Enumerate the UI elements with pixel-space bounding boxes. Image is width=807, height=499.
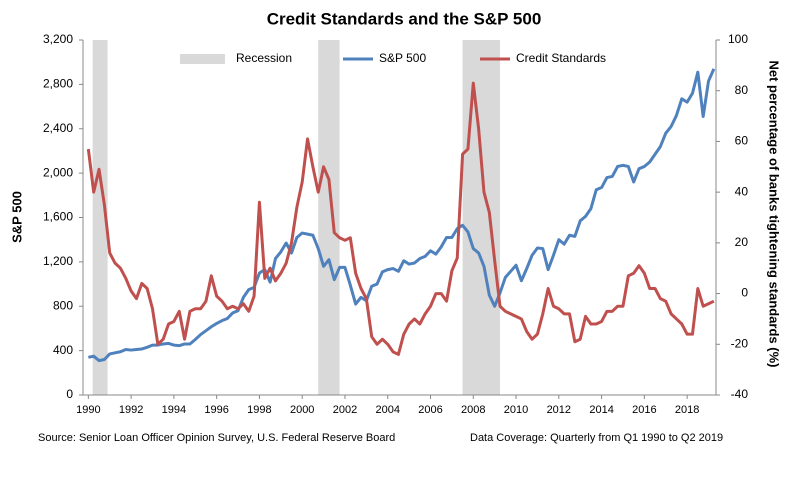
y2-tick-label: 60 — [735, 134, 749, 148]
coverage-note: Data Coverage: Quarterly from Q1 1990 to… — [470, 432, 723, 444]
y-axis-title: S&P 500 — [9, 191, 24, 243]
chart-title: Credit Standards and the S&P 500 — [267, 9, 542, 28]
y-tick-label: 2,000 — [43, 165, 73, 179]
recession-band — [318, 40, 340, 395]
source-note: Source: Senior Loan Officer Opinion Surv… — [38, 432, 395, 444]
series-line — [88, 68, 716, 363]
legend-label: S&P 500 — [379, 51, 426, 65]
legend-label: Recession — [236, 51, 292, 65]
y-tick-label: 2,800 — [43, 77, 73, 91]
x-tick-label: 1994 — [162, 404, 186, 416]
y2-tick-label: -40 — [731, 387, 749, 401]
legend-label: Credit Standards — [516, 51, 606, 65]
recession-band — [92, 40, 108, 395]
y-tick-label: 800 — [53, 298, 73, 312]
series-line — [86, 81, 715, 356]
x-tick-label: 2006 — [418, 404, 442, 416]
y2-axis-title: Net percentage of banks tightening stand… — [767, 61, 782, 368]
y-tick-label: 1,600 — [43, 210, 73, 224]
x-tick-label: 1990 — [76, 404, 100, 416]
y2-tick-label: 20 — [735, 235, 749, 249]
y-tick-label: 400 — [53, 343, 73, 357]
legend-swatch — [180, 54, 225, 64]
x-tick-label: 2018 — [675, 404, 699, 416]
x-tick-label: 2010 — [504, 404, 528, 416]
x-tick-label: 2000 — [290, 404, 314, 416]
x-tick-label: 2016 — [632, 404, 656, 416]
y-tick-label: 2,400 — [43, 121, 73, 135]
y2-tick-label: 0 — [741, 286, 748, 300]
y-tick-label: 0 — [66, 387, 73, 401]
y-tick-label: 1,200 — [43, 254, 73, 268]
x-tick-label: 2004 — [375, 404, 399, 416]
x-tick-label: 2008 — [461, 404, 485, 416]
y2-tick-label: 80 — [735, 83, 749, 97]
recession-band — [462, 40, 501, 395]
y-tick-label: 3,200 — [43, 32, 73, 46]
x-tick-label: 1998 — [247, 404, 271, 416]
x-tick-label: 2012 — [547, 404, 571, 416]
y2-tick-label: -20 — [731, 336, 749, 350]
x-tick-label: 1992 — [119, 404, 143, 416]
y2-tick-label: 100 — [728, 32, 748, 46]
x-tick-label: 2002 — [333, 404, 357, 416]
x-tick-label: 2014 — [589, 404, 613, 416]
x-tick-label: 1996 — [204, 404, 228, 416]
y2-tick-label: 40 — [735, 184, 749, 198]
